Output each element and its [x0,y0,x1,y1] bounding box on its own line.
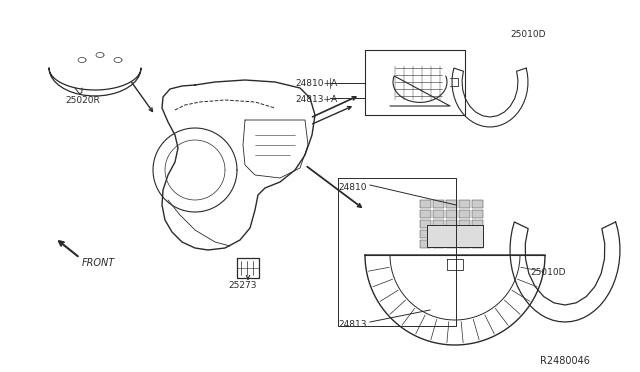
Text: 24810: 24810 [338,183,367,192]
Bar [459,230,470,238]
Bar [446,230,457,238]
Bar [433,240,444,248]
Bar [446,200,457,208]
Text: 25020R: 25020R [65,96,100,105]
Text: R2480046: R2480046 [540,356,590,366]
Bar [459,240,470,248]
Text: 24813+A: 24813+A [295,95,337,104]
Bar [446,220,457,228]
Bar [420,240,431,248]
Bar [446,240,457,248]
Text: 25010D: 25010D [530,268,566,277]
Bar [433,200,444,208]
Bar [472,210,483,218]
Bar [433,210,444,218]
Text: 25273: 25273 [228,281,257,290]
Bar [459,200,470,208]
Bar [472,230,483,238]
Bar [420,210,431,218]
Text: 24810+A: 24810+A [295,79,337,88]
Bar [472,240,483,248]
Bar [420,230,431,238]
Bar [433,230,444,238]
Text: 24813: 24813 [338,320,367,329]
Bar [472,220,483,228]
Bar [446,210,457,218]
Bar [420,220,431,228]
Bar [420,200,431,208]
Text: FRONT: FRONT [82,258,115,268]
Bar [472,200,483,208]
Text: 25010D: 25010D [510,30,545,39]
Bar [427,225,483,247]
Bar [459,220,470,228]
Bar [459,210,470,218]
Bar [433,220,444,228]
